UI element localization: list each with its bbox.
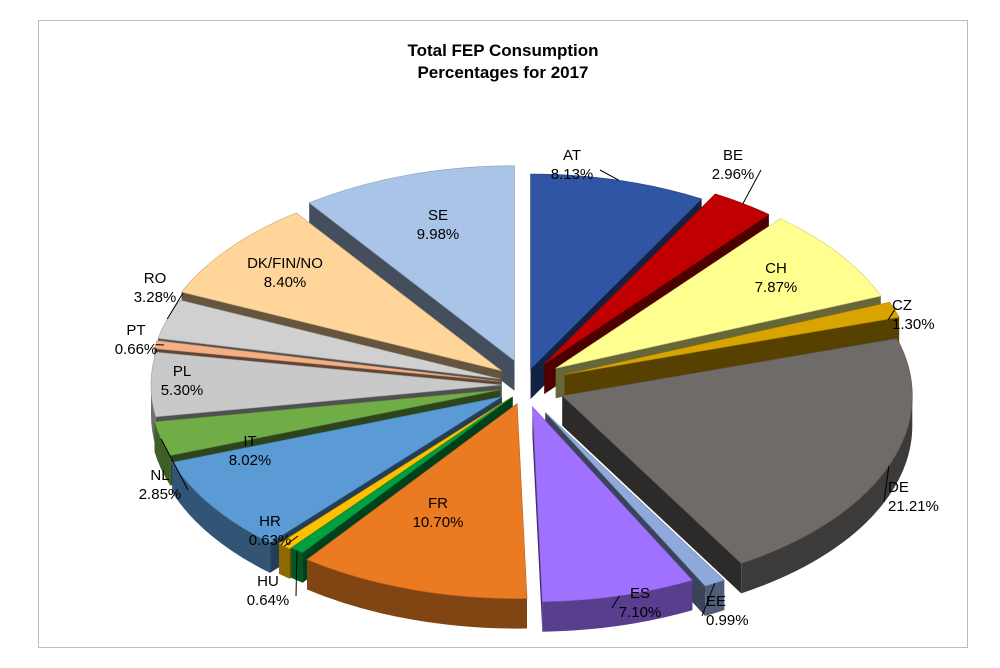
pie-label-de: DE 21.21%	[888, 479, 939, 515]
pie-label-se: SE 9.98%	[417, 207, 460, 243]
pie-label-pt: PT 0.66%	[115, 322, 158, 358]
leader-line-ro	[166, 292, 184, 320]
leader-line-nl	[160, 438, 189, 491]
chart-title: Total FEP Consumption Percentages for 20…	[38, 40, 968, 84]
leader-line-de	[883, 465, 890, 503]
pie-label-pl: PL 5.30%	[161, 363, 204, 399]
pie-label-es: ES 7.10%	[619, 585, 662, 621]
leader-line-cz	[887, 309, 896, 321]
pie-label-be: BE 2.96%	[712, 147, 755, 183]
leader-line-hr	[283, 535, 299, 547]
pie-slice-es	[532, 405, 693, 632]
pie-label-it: IT 8.02%	[229, 433, 272, 469]
leader-line-ee	[701, 583, 716, 617]
pie-label-hr: HR 0.63%	[249, 513, 292, 549]
leader-line-hu	[295, 550, 298, 597]
pie-slice-de	[561, 338, 913, 594]
chart-title-line-2: Percentages for 2017	[417, 63, 589, 82]
pie-label-cz: CZ 1.30%	[892, 297, 935, 333]
pie-labels: AT 8.13% BE 2.96% CH 7.87% CZ 1.30% DE 21.21% EE 0.…	[115, 147, 939, 629]
chart-frame	[38, 20, 968, 648]
pie-label-hu: HU 0.64%	[247, 573, 290, 609]
pie-label-ro: RO 3.28%	[134, 270, 177, 306]
pie-label-dk-fin-no: DK/FIN/NO 8.40%	[247, 255, 323, 291]
pie-slices	[150, 165, 913, 632]
chart-title-line-1: Total FEP Consumption	[407, 41, 599, 60]
leader-line-be	[742, 169, 762, 204]
pie-label-ee: EE 0.99%	[706, 593, 749, 629]
leader-line-es	[611, 595, 620, 609]
pie-label-at: AT 8.13%	[551, 147, 594, 183]
pie-slice-fr	[306, 403, 528, 629]
pie-label-nl: NL 2.85%	[139, 467, 182, 503]
leader-line-at	[599, 169, 620, 181]
pie-label-fr: FR 10.70%	[413, 495, 464, 531]
leader-lines	[155, 169, 896, 617]
pie-label-ch: CH 7.87%	[755, 260, 798, 296]
